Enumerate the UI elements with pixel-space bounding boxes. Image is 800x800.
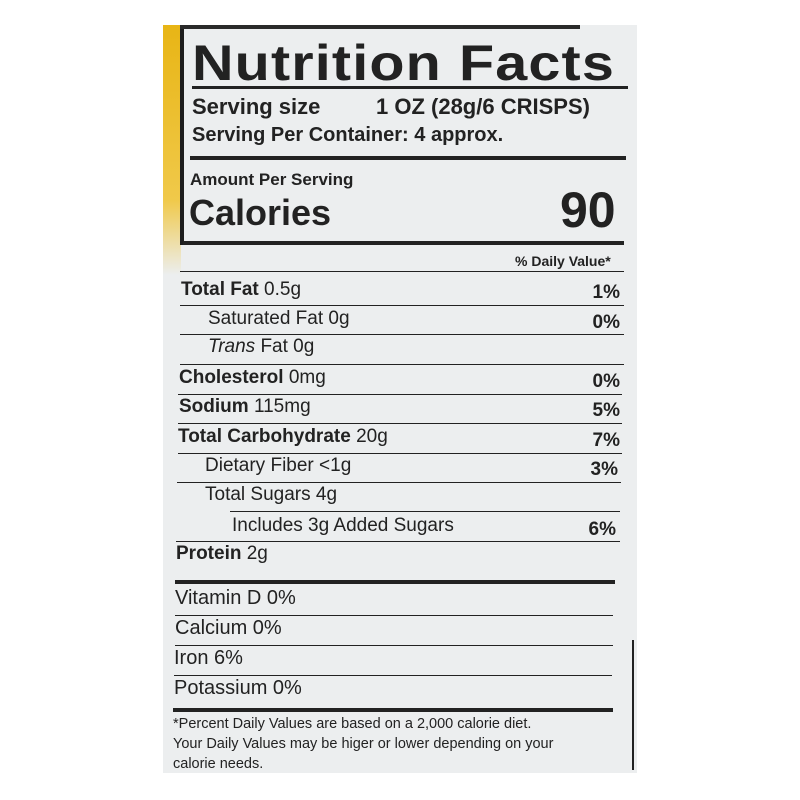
label-title: Nutrition Facts [192, 35, 615, 91]
nutrient-row-total-carbohydrate: Total Carbohydrate 20g [178, 426, 388, 447]
footnote: *Percent Daily Values are based on a 2,0… [173, 714, 553, 774]
servings-per-container: Serving Per Container: 4 approx. [192, 124, 504, 146]
dv-saturated-fat: 0% [592, 312, 620, 333]
nutrient-row-protein: Protein 2g [176, 543, 268, 564]
divider [178, 394, 622, 395]
vitamin-d: Vitamin D 0% [175, 587, 296, 609]
footnote-line: *Percent Daily Values are based on a 2,0… [173, 716, 532, 732]
dv-dietary-fiber: 3% [590, 459, 618, 480]
divider-thick [175, 580, 615, 584]
divider [192, 86, 628, 89]
serving-size-value: 1 OZ (28g/6 CRISPS) [376, 94, 590, 119]
divider [175, 645, 613, 646]
divider [230, 511, 620, 512]
divider [180, 334, 624, 335]
nutrient-row-dietary-fiber: Dietary Fiber <1g [205, 455, 352, 476]
divider [174, 675, 612, 676]
nutrient-row-added-sugars: Includes 3g Added Sugars [232, 515, 454, 536]
label-border [632, 640, 634, 770]
iron: Iron 6% [174, 647, 243, 669]
packaging-edge [163, 25, 181, 275]
divider [176, 541, 620, 542]
nutrient-row-total-sugars: Total Sugars 4g [205, 484, 338, 505]
calories-label: Calories [189, 192, 332, 233]
serving-size-label: Serving size [192, 94, 321, 119]
daily-value-header: % Daily Value* [515, 253, 611, 269]
dv-total-carbohydrate: 7% [592, 430, 620, 451]
nutrient-row-total-fat: Total Fat 0.5g [181, 279, 302, 300]
nutrition-label [163, 25, 637, 773]
footnote-line: calorie needs. [173, 756, 264, 772]
nutrient-row-cholesterol: Cholesterol 0mg [179, 367, 326, 388]
divider [178, 453, 622, 454]
nutrient-row-saturated-fat: Saturated Fat 0g [208, 308, 350, 329]
divider [180, 305, 624, 306]
amount-per-serving: Amount Per Serving [190, 170, 354, 189]
nutrient-row-sodium: Sodium 115mg [179, 396, 311, 417]
divider [177, 482, 621, 483]
divider-thick [183, 241, 624, 245]
dv-total-fat: 1% [592, 282, 620, 303]
divider [180, 364, 624, 365]
dv-added-sugars: 6% [588, 519, 616, 540]
footnote-line: Your Daily Values may be higer or lower … [173, 736, 554, 752]
potassium: Potassium 0% [174, 677, 302, 699]
dv-sodium: 5% [592, 400, 620, 421]
divider-thick [173, 708, 613, 712]
calcium: Calcium 0% [175, 617, 282, 639]
calories-value: 90 [560, 182, 616, 238]
dv-cholesterol: 0% [592, 371, 620, 392]
nutrient-row-trans-fat: Trans Fat 0g [208, 336, 315, 357]
divider [178, 423, 622, 424]
divider [180, 271, 624, 272]
label-border [180, 25, 184, 245]
divider [175, 615, 613, 616]
label-border [180, 25, 580, 29]
divider-thick [190, 156, 626, 160]
